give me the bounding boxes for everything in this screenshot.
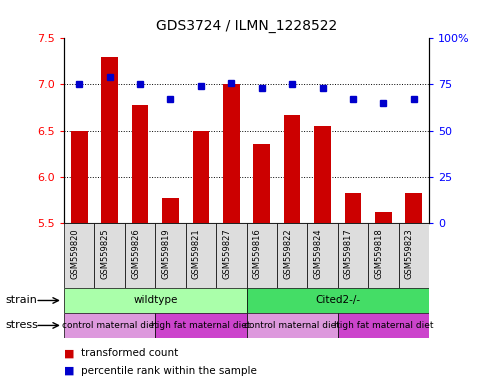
Bar (216, 223, 246, 288)
Bar (246, 313, 338, 338)
Text: ■: ■ (64, 366, 78, 376)
Text: stress: stress (5, 320, 38, 331)
Text: GSM559823: GSM559823 (405, 228, 414, 279)
Text: GSM559818: GSM559818 (374, 228, 384, 279)
Bar (277, 223, 307, 288)
Text: wildtype: wildtype (133, 295, 177, 306)
Text: GSM559816: GSM559816 (253, 228, 262, 279)
Text: GSM559820: GSM559820 (70, 228, 79, 278)
Bar (193, 131, 209, 223)
Text: control maternal diet: control maternal diet (244, 321, 340, 330)
Text: percentile rank within the sample: percentile rank within the sample (81, 366, 257, 376)
Text: GSM559819: GSM559819 (162, 228, 171, 278)
Text: Cited2-/-: Cited2-/- (315, 295, 360, 306)
Bar (95, 223, 125, 288)
Text: transformed count: transformed count (81, 348, 178, 358)
Bar (338, 313, 429, 338)
Bar (246, 223, 277, 288)
Text: strain: strain (5, 295, 37, 306)
Bar (375, 212, 391, 223)
Bar (368, 223, 398, 288)
Text: high fat maternal diet: high fat maternal diet (151, 321, 250, 330)
Text: GSM559821: GSM559821 (192, 228, 201, 278)
Bar (155, 313, 246, 338)
Bar (64, 313, 155, 338)
Text: GSM559817: GSM559817 (344, 228, 353, 279)
Text: GSM559822: GSM559822 (283, 228, 292, 278)
Text: GSM559827: GSM559827 (222, 228, 231, 279)
Bar (246, 288, 429, 313)
Text: GSM559826: GSM559826 (131, 228, 140, 279)
Bar (64, 223, 95, 288)
Bar (102, 57, 118, 223)
Text: GSM559825: GSM559825 (101, 228, 109, 278)
Bar (345, 193, 361, 223)
Bar (284, 115, 300, 223)
Text: ■: ■ (64, 348, 78, 358)
Bar (71, 131, 88, 223)
Text: control maternal diet: control maternal diet (62, 321, 158, 330)
Bar (223, 84, 240, 223)
Bar (398, 223, 429, 288)
Bar (132, 105, 148, 223)
Bar (405, 193, 422, 223)
Bar (307, 223, 338, 288)
Bar (253, 144, 270, 223)
Bar (338, 223, 368, 288)
Bar (64, 288, 246, 313)
Bar (162, 198, 179, 223)
Text: GDS3724 / ILMN_1228522: GDS3724 / ILMN_1228522 (156, 19, 337, 33)
Text: GSM559824: GSM559824 (314, 228, 322, 278)
Bar (155, 223, 186, 288)
Bar (125, 223, 155, 288)
Bar (314, 126, 331, 223)
Text: high fat maternal diet: high fat maternal diet (334, 321, 433, 330)
Bar (186, 223, 216, 288)
